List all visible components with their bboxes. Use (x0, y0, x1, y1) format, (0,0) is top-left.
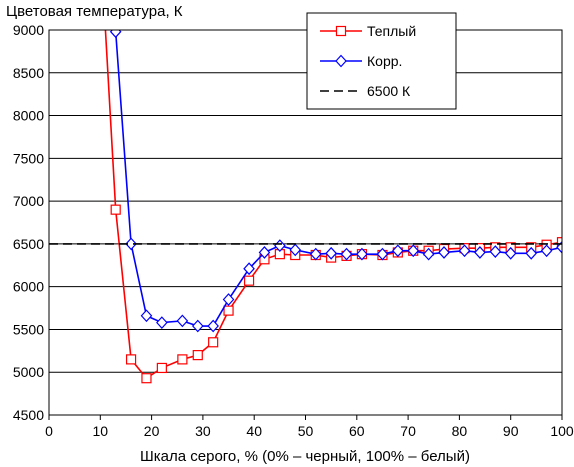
data-point (207, 319, 219, 333)
data-point (504, 246, 517, 260)
data-point (243, 262, 255, 276)
data-point (340, 247, 353, 261)
data-point (125, 354, 137, 365)
legend-label: 6500 К (367, 83, 411, 99)
data-point (309, 247, 322, 261)
x-tick-label: 60 (349, 423, 365, 439)
legend-label: Корр. (367, 53, 402, 69)
y-tick-label: 5500 (13, 321, 44, 337)
data-point (140, 309, 153, 323)
x-tick-label: 40 (246, 423, 262, 439)
data-point (223, 305, 234, 316)
y-tick-label: 8500 (13, 65, 44, 81)
plot-frame (48, 29, 563, 416)
data-point (356, 247, 368, 261)
legend-marker (335, 54, 347, 68)
plot-area (49, 30, 562, 415)
data-point (438, 246, 450, 259)
data-point (525, 246, 538, 260)
y-tick-label: 4500 (13, 407, 44, 423)
data-point (458, 244, 471, 258)
data-point (325, 246, 337, 260)
data-point (392, 244, 404, 258)
data-point (110, 204, 121, 215)
data-point (222, 293, 235, 306)
x-tick-label: 0 (45, 423, 53, 439)
data-point (141, 373, 152, 384)
x-tick-label: 30 (195, 423, 211, 439)
legend-label: Теплый (367, 23, 416, 39)
data-point (176, 314, 189, 328)
y-tick-label: 7500 (13, 150, 44, 166)
y-axis-title: Цветовая температура, К (6, 3, 183, 20)
series-1 (109, 30, 562, 333)
data-point (208, 337, 219, 348)
data-point (540, 244, 553, 258)
x-tick-label: 80 (452, 423, 468, 439)
y-tick-label: 6500 (13, 236, 44, 252)
y-tick-label: 8000 (13, 108, 44, 124)
data-point (243, 275, 255, 286)
data-point (177, 354, 188, 365)
data-point (474, 246, 486, 259)
data-point (556, 237, 562, 248)
legend-marker (335, 25, 347, 37)
data-point (192, 350, 203, 361)
legend: Теплый Корр. 6500 К (306, 12, 457, 110)
data-point (125, 237, 137, 251)
x-tick-label: 50 (298, 423, 314, 439)
tick-labels: 4500 5000 5500 6000 6500 7000 7500 8000 8500 9000… (13, 22, 574, 439)
x-axis-title: Шкала серого, % (0% – черный, 100% – бел… (140, 448, 470, 465)
x-tick-label: 100 (550, 423, 574, 439)
data-point (109, 30, 122, 39)
y-tick-label: 7000 (13, 193, 44, 209)
data-point (289, 243, 302, 257)
data-point (407, 244, 420, 258)
y-tick-label: 6000 (13, 279, 44, 295)
y-tick-label: 5000 (13, 364, 44, 380)
data-point (156, 362, 167, 374)
data-point (258, 246, 271, 259)
x-tick-label: 10 (93, 423, 109, 439)
data-point (191, 319, 204, 333)
x-tick-label: 20 (144, 423, 160, 439)
data-point (376, 247, 389, 261)
data-point (489, 245, 502, 258)
x-tick-label: 90 (503, 423, 519, 439)
x-tick-label: 70 (400, 423, 416, 439)
series-layer (49, 30, 562, 384)
y-tick-label: 9000 (13, 22, 44, 38)
data-point (156, 316, 168, 329)
data-point (422, 247, 435, 261)
